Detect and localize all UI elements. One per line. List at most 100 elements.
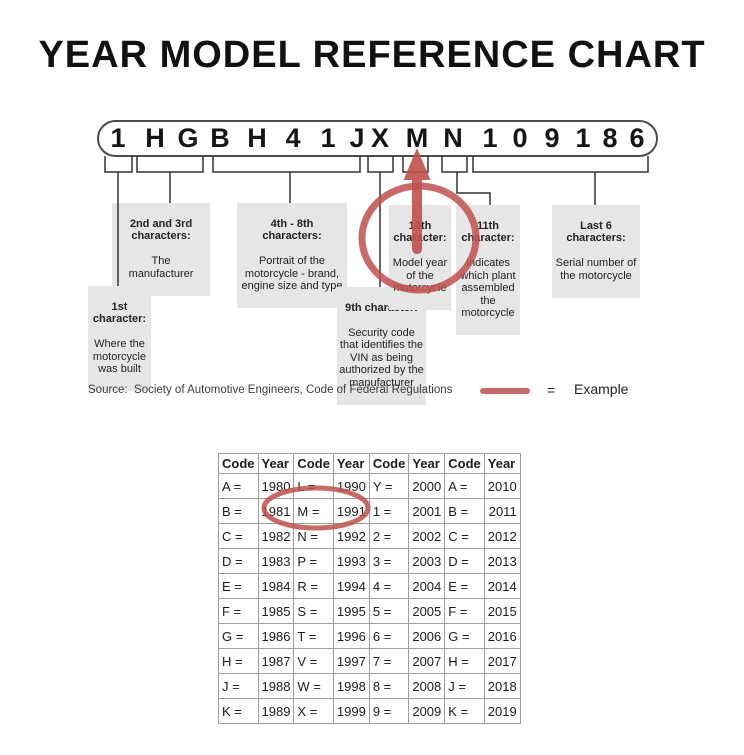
vin-character: 9 [544, 123, 560, 153]
vin-character: N [443, 123, 463, 153]
code-cell: W = [293, 673, 334, 699]
year-cell: 2018 [483, 673, 521, 699]
callout-heading: 10th character: [393, 219, 447, 245]
vin-character: H [247, 123, 267, 153]
code-cell: R = [293, 573, 334, 599]
year-cell: 1995 [332, 598, 370, 624]
callout-11th-character: 11th character: Indicates which plant as… [456, 205, 520, 335]
year-cell: 1980 [257, 473, 295, 499]
vin-character: 1 [482, 123, 498, 153]
code-cell: M = [293, 498, 334, 524]
table-header-row: Code Year Code Year Code Year Code Year [218, 453, 521, 474]
example-label: Example [574, 381, 629, 397]
connector-11th [456, 172, 491, 205]
callout-4th-8th-characters: 4th - 8th characters: Portrait of the mo… [237, 203, 347, 308]
table-row: A = 1980 L = 1990 Y = 2000 A = 2010 [218, 473, 521, 499]
bracket-1st-char [104, 156, 133, 173]
year-cell: 1992 [332, 523, 370, 549]
page-title: YEAR MODEL REFERENCE CHART [38, 34, 706, 76]
year-cell: 2010 [483, 473, 521, 499]
table-header-cell: Year [332, 453, 370, 474]
code-cell: J = [218, 673, 259, 699]
vin-character: H [145, 123, 165, 153]
year-cell: 1985 [257, 598, 295, 624]
bracket-9th [367, 156, 394, 173]
year-cell: 2015 [483, 598, 521, 624]
code-cell: T = [293, 623, 334, 649]
code-cell: V = [293, 648, 334, 674]
table-header-cell: Code [293, 453, 334, 474]
year-cell: 2011 [483, 498, 521, 524]
callout-10th-character: 10th character: Model year of the motorc… [389, 205, 451, 310]
year-cell: 1989 [257, 698, 295, 724]
code-cell: C = [218, 523, 259, 549]
callout-last-6-characters: Last 6 characters: Serial number of the … [552, 205, 640, 298]
year-cell: 2004 [408, 573, 446, 599]
code-cell: B = [218, 498, 259, 524]
callout-body: Model year of the motorcycle [392, 257, 448, 294]
vin-character: 6 [629, 123, 645, 153]
callout-heading: 11th character: [461, 219, 515, 245]
code-cell: S = [293, 598, 334, 624]
year-cell: 1998 [332, 673, 370, 699]
year-cell: 1996 [332, 623, 370, 649]
code-cell: H = [218, 648, 259, 674]
year-cell: 1983 [257, 548, 295, 574]
code-cell: C = [444, 523, 485, 549]
table-header-cell: Code [444, 453, 485, 474]
callout-body: The manufacturer [128, 255, 194, 280]
vin-character: G [177, 123, 199, 153]
bracket-last6 [472, 156, 649, 173]
table-row: J = 1988 W = 1998 8 = 2008 J = 2018 [218, 673, 521, 699]
code-cell: X = [293, 698, 334, 724]
year-cell: 1986 [257, 623, 295, 649]
code-cell: L = [293, 473, 334, 499]
year-cell: 2002 [408, 523, 446, 549]
callout-body: Portrait of the motorcycle - brand, engi… [241, 255, 343, 292]
year-cell: 2014 [483, 573, 521, 599]
code-cell: 1 = [368, 498, 410, 524]
code-cell: N = [293, 523, 334, 549]
bracket-2nd-3rd [136, 156, 204, 173]
equals-sign: = [547, 382, 556, 398]
year-cell: 1997 [332, 648, 370, 674]
vin-character: 1 [320, 123, 336, 153]
code-cell: A = [218, 473, 259, 499]
year-cell: 2001 [408, 498, 446, 524]
callout-2nd-3rd-characters: 2nd and 3rd characters: The manufacturer [112, 203, 210, 296]
year-cell: 1981 [257, 498, 295, 524]
code-cell: 4 = [368, 573, 410, 599]
table-row: F = 1985 S = 1995 5 = 2005 F = 2015 [218, 598, 521, 624]
table-row: G = 1986 T = 1996 6 = 2006 G = 2016 [218, 623, 521, 649]
code-cell: 9 = [368, 698, 410, 724]
callout-body: Indicates which plant assembled the moto… [460, 257, 516, 319]
code-cell: Y = [368, 473, 410, 499]
code-cell: K = [218, 698, 259, 724]
callout-body: Security code that identifies the VIN as… [339, 326, 424, 389]
year-cell: 2013 [483, 548, 521, 574]
year-cell: 2008 [408, 673, 446, 699]
vin-character: 4 [285, 123, 301, 153]
table-header-cell: Code [368, 453, 410, 474]
year-code-table: Code Year Code Year Code Year Code Year … [218, 453, 521, 724]
callout-body: Serial number of the motorcycle [555, 257, 637, 282]
vin-character: B [210, 123, 230, 153]
vin-character: 1 [110, 123, 126, 153]
code-cell: A = [444, 473, 485, 499]
code-cell: G = [218, 623, 259, 649]
code-cell: 2 = [368, 523, 410, 549]
code-cell: K = [444, 698, 485, 724]
year-cell: 2007 [408, 648, 446, 674]
vin-character: M [405, 123, 429, 153]
callout-heading: 4th - 8th characters: [262, 217, 322, 243]
bracket-4th-8th [212, 156, 361, 173]
code-cell: J = [444, 673, 485, 699]
code-cell: F = [218, 598, 259, 624]
callout-heading: 1st character: [92, 300, 147, 326]
vin-character: 8 [602, 123, 618, 153]
code-cell: 8 = [368, 673, 410, 699]
year-cell: 2003 [408, 548, 446, 574]
table-row: B = 1981 M = 1991 1 = 2001 B = 2011 [218, 498, 521, 524]
table-header-cell: Code [218, 453, 259, 474]
